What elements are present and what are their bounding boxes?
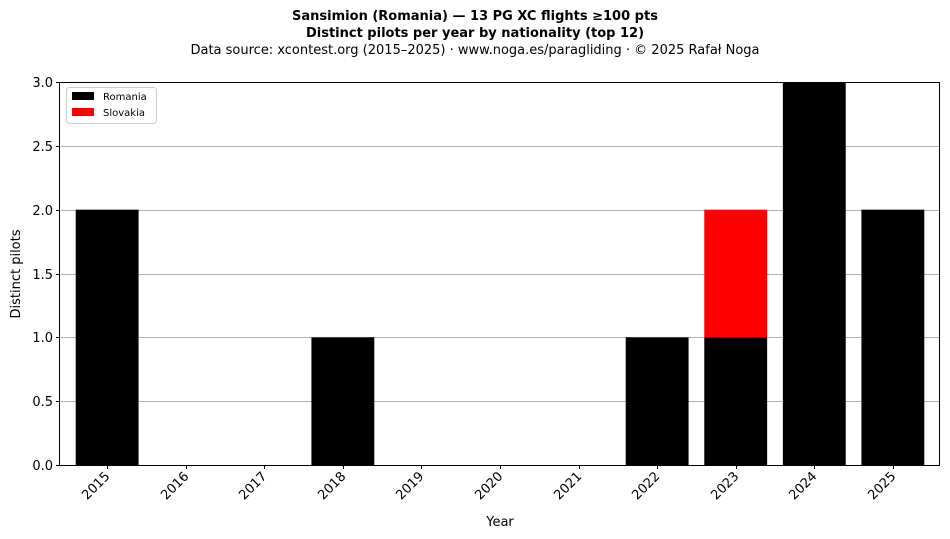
legend: Romania Slovakia bbox=[66, 87, 157, 124]
chart-subtitle: Distinct pilots per year by nationality … bbox=[305, 26, 645, 41]
bar-romania-2022 bbox=[625, 337, 689, 465]
x-tick-label: 2025 bbox=[865, 469, 899, 503]
x-axis: 2015 2016 2017 2018 2019 2020 2021 2022 2023 2024… bbox=[79, 465, 899, 503]
x-tick-label: 2019 bbox=[393, 469, 427, 503]
chart-source: Data source: xcontest.org (2015–2025) · … bbox=[190, 43, 760, 58]
x-tick-label: 2016 bbox=[158, 469, 192, 503]
bar-slovakia-2023 bbox=[704, 209, 768, 338]
x-axis-label: Year bbox=[485, 515, 514, 530]
x-tick-label: 2018 bbox=[315, 469, 349, 503]
y-axis-label: Distinct pilots bbox=[9, 229, 24, 318]
bars bbox=[75, 82, 925, 465]
legend-swatch-romania bbox=[72, 92, 94, 100]
bar-romania-2018 bbox=[311, 337, 375, 465]
x-tick-label: 2020 bbox=[472, 469, 506, 503]
y-tick-label: 1.0 bbox=[32, 331, 53, 346]
y-tick-label: 0.5 bbox=[32, 395, 53, 410]
chart-titles: Sansimion (Romania) — 13 PG XC flights ≥… bbox=[0, 8, 950, 59]
legend-label-romania: Romania bbox=[103, 92, 147, 103]
x-tick-label: 2021 bbox=[551, 469, 585, 503]
y-tick-label: 1.5 bbox=[32, 268, 53, 283]
chart-title: Sansimion (Romania) — 13 PG XC flights ≥… bbox=[292, 9, 658, 24]
bar-romania-2023 bbox=[704, 337, 768, 465]
x-tick-label: 2024 bbox=[786, 469, 820, 503]
x-tick-label: 2023 bbox=[708, 469, 742, 503]
y-tick-label: 0.0 bbox=[32, 459, 53, 474]
y-tick-label: 3.0 bbox=[32, 76, 53, 91]
y-tick-label: 2.0 bbox=[32, 204, 53, 219]
bar-romania-2024 bbox=[782, 82, 846, 465]
legend-label-slovakia: Slovakia bbox=[103, 108, 145, 119]
x-tick-label: 2015 bbox=[79, 469, 113, 503]
x-tick-label: 2022 bbox=[629, 469, 663, 503]
y-tick-label: 2.5 bbox=[32, 140, 53, 155]
legend-swatch-slovakia bbox=[72, 108, 94, 116]
bar-romania-2015 bbox=[75, 209, 139, 465]
x-tick-label: 2017 bbox=[236, 469, 270, 503]
y-axis: 0.0 0.5 1.0 1.5 2.0 2.5 3.0 bbox=[32, 76, 60, 474]
bar-romania-2025 bbox=[861, 209, 925, 465]
